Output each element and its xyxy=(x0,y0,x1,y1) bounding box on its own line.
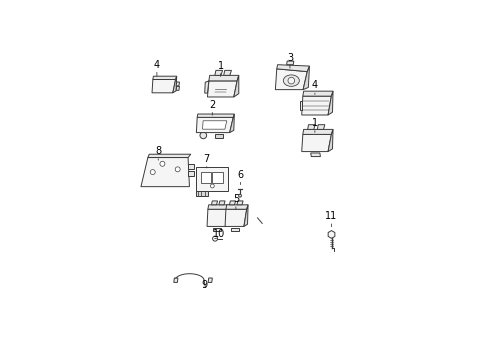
Polygon shape xyxy=(231,228,240,231)
Polygon shape xyxy=(215,134,223,138)
Text: 9: 9 xyxy=(201,280,207,291)
Polygon shape xyxy=(237,201,243,205)
Polygon shape xyxy=(275,69,307,90)
Polygon shape xyxy=(302,96,331,115)
Text: 11: 11 xyxy=(325,211,338,221)
Polygon shape xyxy=(318,125,325,129)
Polygon shape xyxy=(308,125,315,129)
Text: 1: 1 xyxy=(312,118,318,128)
Polygon shape xyxy=(213,228,221,231)
Polygon shape xyxy=(303,91,333,96)
Text: 1: 1 xyxy=(218,61,224,71)
Polygon shape xyxy=(152,80,175,93)
Polygon shape xyxy=(277,65,310,72)
Circle shape xyxy=(160,161,165,166)
Ellipse shape xyxy=(283,75,299,86)
Bar xyxy=(201,172,212,184)
Polygon shape xyxy=(223,70,231,75)
Circle shape xyxy=(175,167,180,172)
Polygon shape xyxy=(226,205,248,209)
Polygon shape xyxy=(174,278,178,283)
Bar xyxy=(212,172,222,184)
Polygon shape xyxy=(234,75,239,97)
Text: 10: 10 xyxy=(213,229,225,239)
Polygon shape xyxy=(229,201,236,205)
Polygon shape xyxy=(207,81,237,97)
Circle shape xyxy=(200,132,207,139)
Polygon shape xyxy=(219,201,225,205)
Text: 2: 2 xyxy=(209,100,216,110)
Polygon shape xyxy=(303,66,310,90)
Polygon shape xyxy=(328,129,333,152)
Text: 5: 5 xyxy=(233,194,239,204)
Polygon shape xyxy=(196,191,208,196)
Text: 6: 6 xyxy=(238,170,244,180)
Polygon shape xyxy=(148,154,191,158)
Circle shape xyxy=(150,170,155,175)
Polygon shape xyxy=(212,201,218,205)
Polygon shape xyxy=(328,91,333,115)
Polygon shape xyxy=(215,70,222,75)
Polygon shape xyxy=(176,82,179,86)
Text: 4: 4 xyxy=(154,59,160,69)
Polygon shape xyxy=(207,209,229,226)
Polygon shape xyxy=(209,75,239,81)
Polygon shape xyxy=(311,153,320,157)
Polygon shape xyxy=(302,134,331,152)
Circle shape xyxy=(210,184,214,188)
Polygon shape xyxy=(244,205,248,226)
Text: 4: 4 xyxy=(312,80,318,90)
Polygon shape xyxy=(188,164,194,169)
Polygon shape xyxy=(208,278,212,283)
Polygon shape xyxy=(188,171,194,176)
Polygon shape xyxy=(208,205,230,209)
Text: 8: 8 xyxy=(155,146,161,156)
Polygon shape xyxy=(173,76,177,93)
Text: 7: 7 xyxy=(204,154,210,164)
Polygon shape xyxy=(202,121,227,129)
Circle shape xyxy=(213,236,218,241)
Polygon shape xyxy=(197,114,234,117)
Polygon shape xyxy=(225,209,246,226)
Circle shape xyxy=(239,194,242,197)
Polygon shape xyxy=(153,76,177,80)
Polygon shape xyxy=(230,114,234,132)
Text: 3: 3 xyxy=(287,53,293,63)
Bar xyxy=(196,167,228,191)
Polygon shape xyxy=(196,117,233,132)
Polygon shape xyxy=(287,61,294,65)
Polygon shape xyxy=(300,102,302,110)
Polygon shape xyxy=(328,231,335,238)
Polygon shape xyxy=(205,81,209,93)
Polygon shape xyxy=(226,205,230,226)
Polygon shape xyxy=(303,129,333,134)
Polygon shape xyxy=(176,86,179,90)
Polygon shape xyxy=(141,158,190,186)
Circle shape xyxy=(288,77,294,84)
